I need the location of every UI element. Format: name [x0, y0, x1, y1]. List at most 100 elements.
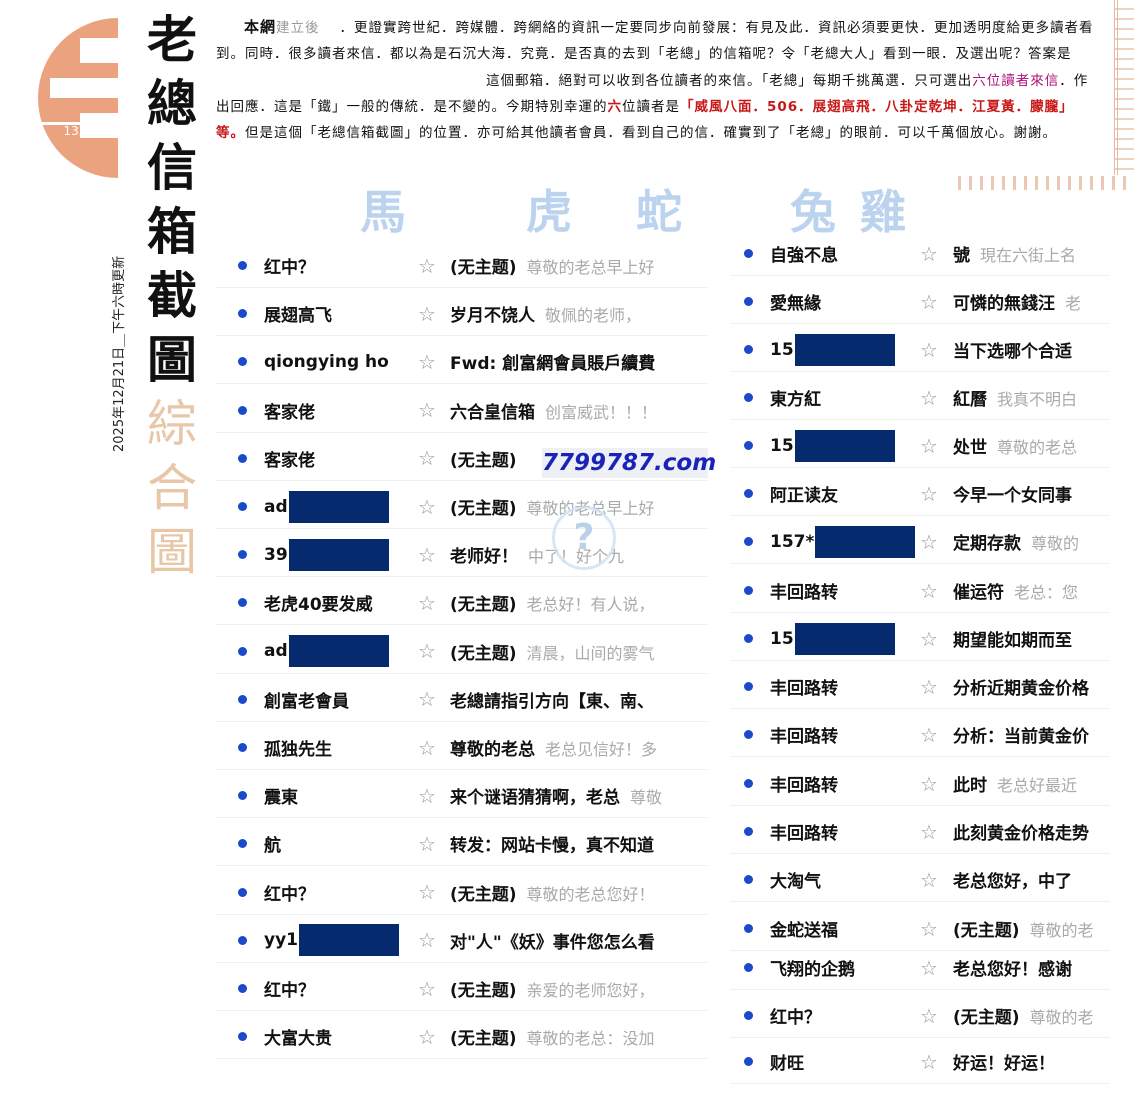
unread-dot-icon	[238, 984, 247, 993]
star-icon[interactable]: ☆	[920, 1003, 938, 1028]
unread-dot-icon	[744, 489, 753, 498]
subject-text: (无主题)	[450, 499, 517, 519]
star-icon[interactable]: ☆	[418, 783, 436, 808]
star-icon[interactable]: ☆	[418, 880, 436, 905]
sender-name: 丰回路转	[770, 776, 838, 796]
preview-text: 老总见信好！多	[545, 740, 658, 759]
star-icon[interactable]: ☆	[920, 289, 938, 314]
unread-dot-icon	[744, 586, 753, 595]
mail-row[interactable]: 大富大贵 ☆ (无主题) 尊敬的老总：没加	[216, 1015, 708, 1060]
star-icon[interactable]: ☆	[920, 529, 938, 554]
subject-text: 紅曆	[953, 390, 987, 410]
star-icon[interactable]: ☆	[920, 819, 938, 844]
star-icon[interactable]: ☆	[418, 831, 436, 856]
mail-row[interactable]: 15 ☆ 期望能如期而至	[730, 617, 1110, 661]
mail-row[interactable]: 震東 ☆ 来个谜语猜猜啊，老总 尊敬	[216, 774, 708, 819]
mail-subject: 此时 老总好最近	[953, 771, 1108, 796]
star-icon[interactable]: ☆	[418, 687, 436, 712]
star-icon[interactable]: ☆	[920, 867, 938, 892]
mail-row[interactable]: 丰回路转 ☆ 分析近期黄金价格	[730, 665, 1110, 709]
mail-subject: Fwd: 創富網會員賬戶續費	[450, 349, 706, 374]
star-icon[interactable]: ☆	[418, 301, 436, 326]
star-icon[interactable]: ☆	[920, 385, 938, 410]
star-icon[interactable]: ☆	[418, 542, 436, 567]
star-icon[interactable]: ☆	[418, 639, 436, 664]
star-icon[interactable]: ☆	[418, 976, 436, 1001]
mail-row[interactable]: 15 ☆ 当下选哪个合适	[730, 328, 1110, 372]
mail-row[interactable]: 红中？ ☆ (无主题) 尊敬的老	[730, 994, 1110, 1038]
mail-row[interactable]: 愛無緣 ☆ 可憐的無錢汪老	[730, 280, 1110, 324]
mail-row[interactable]: 客家佬 ☆ (无主题)	[216, 437, 708, 481]
mail-row[interactable]: 自強不息 ☆ 號現在六街上名	[730, 232, 1110, 276]
mail-row[interactable]: 展翅高飞 ☆ 岁月不饶人 敬佩的老师，	[216, 292, 708, 337]
mail-row[interactable]: 丰回路转 ☆ 催运符 老总：您	[730, 569, 1110, 613]
mail-row[interactable]: 丰回路转 ☆ 分析：当前黄金价	[730, 713, 1110, 757]
mail-row[interactable]: 红中？ ☆ (无主题) 亲爱的老师您好，	[216, 967, 708, 1011]
subject-text: 尊敬的老总	[450, 740, 535, 760]
star-icon[interactable]: ☆	[418, 494, 436, 519]
star-icon[interactable]: ☆	[920, 241, 938, 266]
mail-row[interactable]: 丰回路转 ☆ 此时 老总好最近	[730, 762, 1110, 806]
star-icon[interactable]: ☆	[418, 590, 436, 615]
mail-row[interactable]: 39 ☆ 老师好！ 中了！好个九	[216, 533, 708, 578]
star-icon[interactable]: ☆	[920, 578, 938, 603]
mail-row[interactable]: 飞翔的企鹅 ☆ 老总您好！感谢	[730, 946, 1110, 990]
mail-row[interactable]: 大淘气 ☆ 老总您好，中了	[730, 858, 1110, 902]
mail-row[interactable]: 東方紅 ☆ 紅曆 我真不明白	[730, 376, 1110, 420]
intro-text: 本網建立後 ．更證實跨世紀．跨媒體．跨網絡的資訊一定要同步向前發展：有見及此．資訊…	[216, 14, 1098, 146]
star-icon[interactable]: ☆	[418, 349, 436, 374]
sender-name: 红中？	[264, 981, 315, 1001]
mail-row[interactable]: qiongying ho ☆ Fwd: 創富網會員賬戶續費	[216, 340, 708, 385]
mail-row[interactable]: 157* ☆ 定期存款 尊敬的	[730, 520, 1110, 564]
mail-row[interactable]: ad ☆ (无主题) 尊敬的老总早上好	[216, 485, 708, 529]
mail-row[interactable]: 航 ☆ 转发：网站卡慢，真不知道	[216, 822, 708, 867]
mail-row[interactable]: 金蛇送福 ☆ (无主题) 尊敬的老	[730, 907, 1110, 951]
star-icon[interactable]: ☆	[418, 253, 436, 278]
mail-subject: (无主题) 清晨，山间的雾气	[450, 639, 706, 664]
redaction-box	[794, 333, 895, 366]
mail-subject: 今早一个女同事	[953, 481, 1108, 506]
star-icon[interactable]: ☆	[418, 1024, 436, 1049]
subject-text: (无主题)	[953, 1008, 1020, 1028]
intro-part: 但是這個「老總信箱截圖」的位置．亦可給其他讀者會員．看到自己的信．確實到了「老總…	[245, 125, 1057, 142]
subject-text: (无主题)	[450, 643, 517, 664]
mail-row[interactable]: yy1 ☆ 对"人"《妖》事件您怎么看	[216, 919, 708, 963]
star-icon[interactable]: ☆	[418, 928, 436, 953]
preview-text: 尊敬的老	[1029, 1008, 1094, 1027]
star-icon[interactable]: ☆	[920, 481, 938, 506]
unread-dot-icon	[238, 453, 247, 463]
star-icon[interactable]: ☆	[920, 916, 938, 941]
mail-row[interactable]: 财旺 ☆ 好运！好运！	[730, 1040, 1110, 1084]
star-icon[interactable]: ☆	[920, 433, 938, 458]
mail-row[interactable]: 15 ☆ 处世 尊敬的老总	[730, 424, 1110, 468]
title-char: 箱	[147, 202, 197, 261]
star-icon[interactable]: ☆	[418, 735, 436, 760]
star-icon[interactable]: ☆	[418, 446, 436, 471]
star-icon[interactable]: ☆	[920, 337, 938, 362]
mail-row[interactable]: 孤独先生 ☆ 尊敬的老总 老总见信好！多	[216, 726, 708, 770]
subject-text: 当下选哪个合适	[953, 342, 1072, 362]
mail-subject: 號現在六街上名	[953, 241, 1108, 266]
star-icon[interactable]: ☆	[920, 1049, 938, 1074]
unread-dot-icon	[744, 634, 753, 643]
star-icon[interactable]: ☆	[920, 955, 938, 980]
preview-text: 清晨，山间的雾气	[526, 643, 655, 663]
mail-subject: 转发：网站卡慢，真不知道	[450, 831, 706, 856]
mail-row[interactable]: 红中？ ☆ (无主题) 尊敬的老总早上好	[216, 244, 708, 288]
mail-row[interactable]: 阿正读友 ☆ 今早一个女同事	[730, 472, 1110, 516]
mail-row[interactable]: 創富老會員 ☆ 老總請指引方向【東、南、	[216, 678, 708, 722]
sender-name: 自強不息	[770, 246, 838, 266]
mail-row[interactable]: ad ☆ (无主题) 清晨，山间的雾气	[216, 630, 708, 674]
mail-row[interactable]: 老虎40要发威 ☆ (无主题) 老总好！有人说，	[216, 581, 708, 626]
star-icon[interactable]: ☆	[920, 722, 938, 747]
star-icon[interactable]: ☆	[418, 398, 436, 423]
star-icon[interactable]: ☆	[920, 674, 938, 699]
star-icon[interactable]: ☆	[920, 771, 938, 796]
subject-text: 分析近期黄金价格	[953, 679, 1089, 699]
mail-row[interactable]: 丰回路转 ☆ 此刻黄金价格走势	[730, 810, 1110, 854]
mail-row[interactable]: 客家佬 ☆ 六合皇信箱 创富威武！！！	[216, 389, 708, 433]
mail-row[interactable]: 红中？ ☆ (无主题) 尊敬的老总您好！	[216, 871, 708, 915]
star-icon[interactable]: ☆	[920, 626, 938, 651]
unread-dot-icon	[744, 682, 753, 691]
unread-dot-icon	[744, 924, 753, 933]
